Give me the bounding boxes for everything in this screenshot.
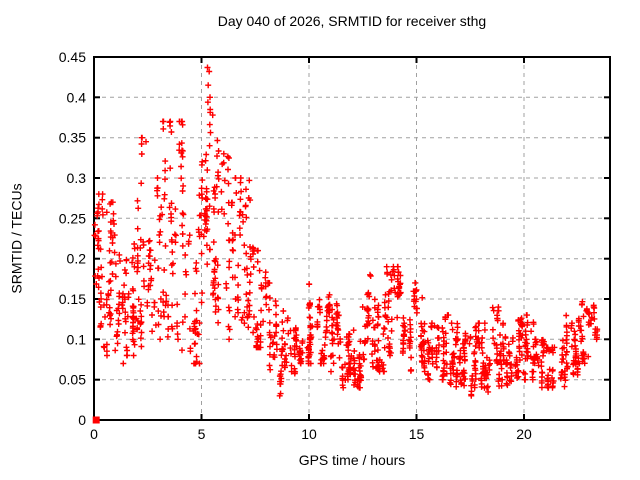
x-tick-label: 15 [409, 426, 425, 442]
origin-square-marker [92, 416, 100, 424]
y-tick-label: 0.15 [59, 291, 86, 307]
x-tick-label: 10 [301, 426, 317, 442]
x-tick-label: 20 [516, 426, 532, 442]
chart-title: Day 040 of 2026, SRMTID for receiver sth… [217, 13, 487, 29]
y-tick-label: 0.45 [59, 49, 86, 65]
x-axis-label: GPS time / hours [298, 452, 406, 468]
x-tick-label: 5 [198, 426, 206, 442]
y-tick-label: 0.2 [67, 251, 87, 267]
y-tick-label: 0.25 [59, 210, 86, 226]
y-axis-label: SRMTID / TECUs [8, 183, 25, 294]
y-tick-label: 0.4 [67, 89, 87, 105]
x-tick-label: 0 [90, 426, 98, 442]
y-tick-label: 0.05 [59, 372, 86, 388]
y-tick-label: 0.1 [67, 331, 87, 347]
y-tick-label: 0.35 [59, 130, 86, 146]
plot-border [93, 56, 611, 421]
y-tick-label: 0 [78, 412, 86, 428]
tick-labels: 0 0.05 0.1 0.15 0.2 0.25 0.3 0.35 0.4 0.45 0 5 10 15 2… [59, 49, 532, 442]
data-points [91, 64, 601, 399]
y-tick-label: 0.3 [67, 170, 87, 186]
